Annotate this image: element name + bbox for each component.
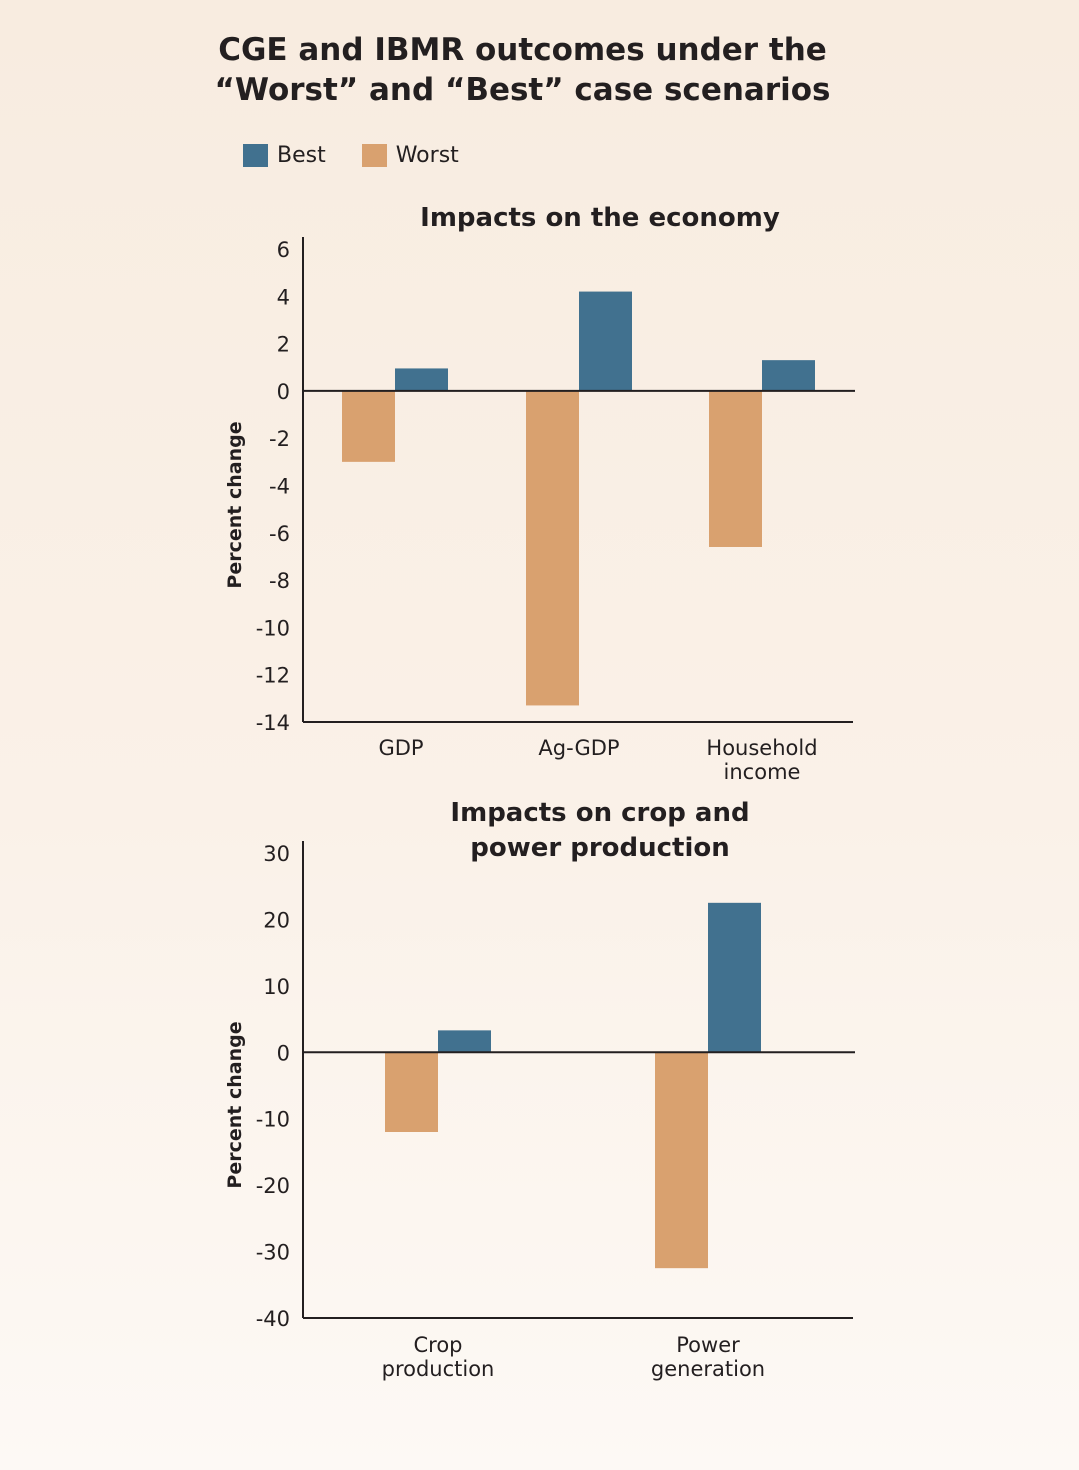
chart-1-bar-best-0 xyxy=(438,1030,491,1053)
main-title: CGE and IBMR outcomes under the “Worst” … xyxy=(0,30,1045,110)
legend-swatch-worst xyxy=(361,143,387,167)
legend-swatch-best xyxy=(243,143,268,167)
legend-item-best: Best xyxy=(243,143,326,168)
chart-0-category-label-1: Ag-GDP xyxy=(538,736,619,760)
chart-0-bar-worst-2 xyxy=(709,390,762,547)
chart-0-y-tick-label: -10 xyxy=(256,616,290,640)
chart-1-bar-worst-1 xyxy=(655,1052,708,1269)
chart-0-bar-worst-0 xyxy=(342,390,395,462)
chart-1-category-label-1: Power xyxy=(676,1333,740,1357)
chart-1-bar-best-1 xyxy=(708,902,761,1053)
chart-1-y-tick-label: 0 xyxy=(277,1041,290,1065)
chart-1-y-tick-label: -10 xyxy=(256,1108,290,1132)
chart-1-y-tick-label: 30 xyxy=(263,842,290,866)
chart-1-title-line-0: Impacts on crop and xyxy=(450,798,749,828)
chart-0-y-tick-label: 0 xyxy=(277,380,290,404)
chart-0-bar-best-0 xyxy=(395,368,448,391)
chart-0-y-tick-label: -4 xyxy=(269,475,290,499)
chart-0-category-label-0: GDP xyxy=(378,736,423,760)
chart-0-bar-best-1 xyxy=(579,291,632,391)
chart-0-y-axis-label: Percent change xyxy=(224,421,246,588)
chart-0-y-tick-label: -2 xyxy=(269,427,290,451)
legend-label-worst: Worst xyxy=(395,142,459,168)
legend-item-worst: Worst xyxy=(361,142,459,168)
chart-0-y-tick-label: 4 xyxy=(277,285,290,309)
chart-0-bar-best-2 xyxy=(762,360,815,391)
main-title-line-1: CGE and IBMR outcomes under the xyxy=(218,32,827,68)
chart-1-y-tick-label: -20 xyxy=(256,1174,290,1198)
chart-0-y-tick-label: 2 xyxy=(277,333,290,357)
chart-0-category-label-2: income xyxy=(724,760,801,784)
chart-1-y-tick-label: -30 xyxy=(256,1241,290,1265)
main-title-line-2: “Worst” and “Best” case scenarios xyxy=(214,72,831,108)
chart-0-y-tick-label: -6 xyxy=(269,522,290,546)
legend: Best Worst xyxy=(243,140,495,170)
chart-1-y-tick-label: 10 xyxy=(263,975,290,999)
chart-0-y-tick-label: 6 xyxy=(277,238,290,262)
chart-1-bar-worst-0 xyxy=(385,1052,438,1132)
chart-0-category-label-2: Household xyxy=(706,736,817,760)
chart-1-category-label-0: production xyxy=(382,1357,495,1381)
chart-1-y-tick-label: 20 xyxy=(263,908,290,932)
chart-1-category-label-0: Crop xyxy=(413,1333,462,1357)
chart-0-bar-worst-1 xyxy=(526,390,579,706)
chart-0-y-tick-label: -12 xyxy=(256,664,290,688)
legend-label-best: Best xyxy=(277,142,326,168)
chart-1-title-line-1: power production xyxy=(470,833,730,863)
chart-1-category-label-1: generation xyxy=(651,1357,765,1381)
chart-0-title-line-0: Impacts on the economy xyxy=(420,203,780,233)
chart-1-y-tick-label: -40 xyxy=(256,1307,290,1331)
chart-1-y-axis-label: Percent change xyxy=(224,1021,246,1188)
chart-0-y-tick-label: -8 xyxy=(269,569,290,593)
chart-0-y-tick-label: -14 xyxy=(256,711,290,735)
